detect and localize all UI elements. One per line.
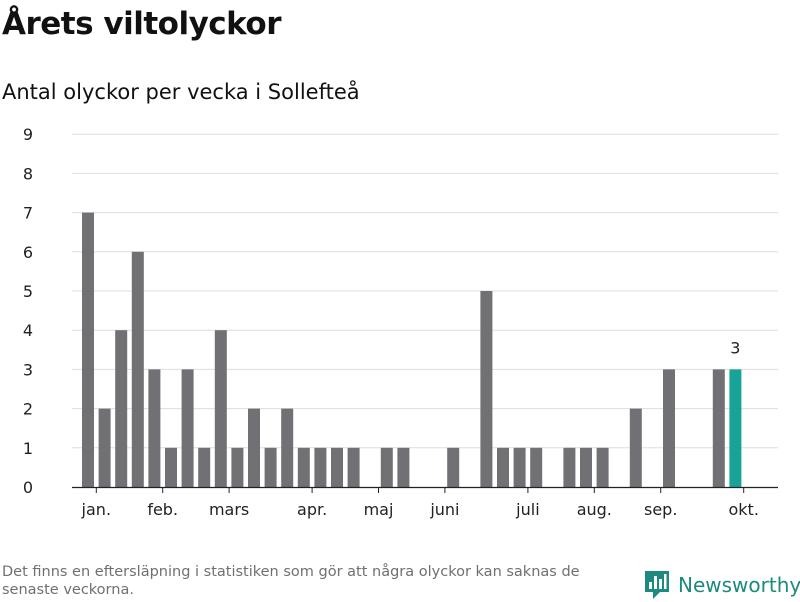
bar-highlight [729,369,742,487]
chart-title: Årets viltolyckor [2,6,282,42]
x-tick-label: maj [364,500,394,519]
x-tick-label: jan. [81,500,111,519]
bar [248,408,260,487]
x-tick-label: feb. [147,500,178,519]
bar [115,330,128,487]
bar [712,369,725,487]
chart-subtitle: Antal olyckor per vecka i Sollefteå [2,80,360,104]
bar [380,447,393,487]
bar [297,447,310,487]
x-axis-ticks: jan. feb. mars apr. maj juni juli aug. sep. okt. [81,487,759,519]
bar [513,447,526,487]
x-tick-label: okt. [728,500,758,519]
bar [347,447,360,487]
y-tick-label: 0 [23,478,33,497]
bar [447,447,460,487]
y-tick-label: 6 [23,243,33,262]
bar [497,447,509,487]
bar [314,447,327,487]
bar [281,408,294,487]
brand-name: Newsworthy [678,573,800,597]
y-axis-ticks: 0 1 2 3 4 5 6 7 8 9 [23,125,33,497]
y-tick-label: 2 [23,400,33,419]
x-tick-label: aug. [577,500,612,519]
x-tick-label: mars [209,500,249,519]
y-tick-label: 7 [23,204,33,223]
bar [148,369,161,487]
bar [563,447,576,487]
bar [264,447,277,487]
bar [165,447,177,487]
bar [198,447,211,487]
data-label: 3 [730,338,740,357]
footnote: Det finns en eftersläpning i statistiken… [2,564,580,598]
bar [596,447,609,487]
x-tick-label: juni [429,500,459,519]
y-tick-label: 3 [23,360,33,379]
bar [530,447,543,487]
bar [629,408,642,487]
newsworthy-logo-icon [645,571,669,599]
bar [480,291,493,487]
y-tick-label: 1 [23,439,33,458]
x-tick-label: apr. [297,500,327,519]
bar [214,330,227,487]
x-tick-label: sep. [644,500,677,519]
bars [82,212,742,487]
bar [82,212,94,487]
bar [580,447,592,487]
data-labels: 3 [730,338,740,357]
y-tick-label: 8 [23,164,33,183]
y-tick-label: 5 [23,282,33,301]
bar [231,447,244,487]
bar [131,251,144,487]
bar-chart: 0 1 2 3 4 5 6 7 8 9 jan. feb. mars apr. maj juni juli au… [23,125,778,519]
bar [98,408,111,487]
brand-logo[interactable]: Newsworthy [644,568,800,602]
y-tick-label: 9 [23,125,33,144]
y-tick-label: 4 [23,321,33,340]
bar [181,369,194,487]
bar [331,447,343,487]
x-tick-label: juli [515,500,539,519]
bar [663,369,675,487]
bar [397,447,410,487]
